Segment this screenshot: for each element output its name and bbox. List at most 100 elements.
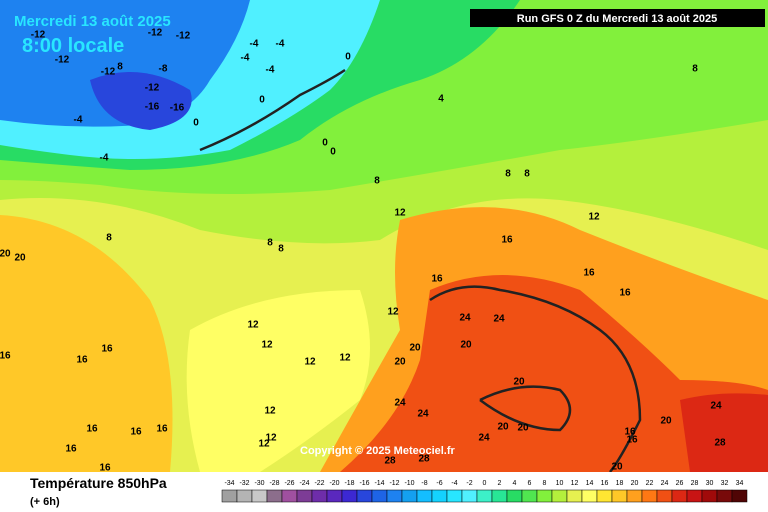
copyright: Copyright © 2025 Meteociel.fr <box>300 445 456 457</box>
contour-label: -8 <box>159 64 168 75</box>
contour-label: 20 <box>513 377 525 388</box>
legend-label: 0 <box>483 480 487 487</box>
contour-label: 28 <box>714 438 726 449</box>
legend-label: 24 <box>661 480 669 487</box>
legend-label: 10 <box>556 480 564 487</box>
contour-label: -4 <box>266 65 275 76</box>
legend-swatch <box>551 489 568 503</box>
legend-label: -8 <box>421 480 427 487</box>
zone-28 <box>680 393 768 472</box>
legend-swatch <box>491 489 508 503</box>
legend-label: -32 <box>239 480 249 487</box>
contour-label: 16 <box>86 424 98 435</box>
contour-label: 16 <box>99 463 111 474</box>
contour-label: 20 <box>460 340 472 351</box>
contour-label: -16 <box>170 103 185 114</box>
contour-label: 20 <box>14 253 26 264</box>
legend-label: 26 <box>676 480 684 487</box>
contour-label: 24 <box>459 313 471 324</box>
contour-label: 12 <box>258 439 270 450</box>
legend-label: -16 <box>359 480 369 487</box>
legend-label: 20 <box>631 480 639 487</box>
run-text: Run GFS 0 Z du Mercredi 13 août 2025 <box>517 13 718 25</box>
contour-label: -12 <box>176 31 191 42</box>
legend: -34 -32 -30 -28 -26 -24 -22 -20 -18 -16 -14 -12 -10-… <box>221 480 748 503</box>
legend-swatch <box>701 489 718 503</box>
contour-label: 8 <box>267 238 273 249</box>
contour-label: 20 <box>517 423 529 434</box>
contour-label: 16 <box>101 344 113 355</box>
legend-label: -26 <box>284 480 294 487</box>
legend-swatch <box>356 489 373 503</box>
contour-label: 8 <box>117 62 123 73</box>
contour-label: 24 <box>394 398 406 409</box>
legend-label: 34 <box>736 480 744 487</box>
legend-swatch <box>686 489 703 503</box>
contour-label: -4 <box>241 53 250 64</box>
contour-label: 20 <box>660 416 672 427</box>
legend-swatch <box>671 489 688 503</box>
contour-label: 16 <box>626 435 638 446</box>
legend-swatch <box>431 489 448 503</box>
contour-label: 0 <box>322 138 328 149</box>
legend-label: -34 <box>224 480 234 487</box>
zone-16 <box>186 290 370 472</box>
contour-label: 12 <box>588 212 600 223</box>
contour-label: 20 <box>497 422 509 433</box>
footer-step: (+ 6h) <box>30 496 60 508</box>
contour-label: 0 <box>345 52 351 63</box>
contour-label: -12 <box>145 83 160 94</box>
legend-swatch <box>521 489 538 503</box>
contour-label: -12 <box>31 30 46 41</box>
legend-label: 6 <box>528 480 532 487</box>
contour-label: 12 <box>387 307 399 318</box>
legend-label: 18 <box>616 480 624 487</box>
contour-label: 16 <box>0 351 11 362</box>
contour-label: 12 <box>247 320 259 331</box>
contour-labels: -12 -12 -12-4 -4-4-40-12-12 8 -8-12-16 -160-4 0… <box>0 28 726 474</box>
legend-label: -4 <box>451 480 457 487</box>
contour-label: 8 <box>524 169 530 180</box>
legend-label: -14 <box>374 480 384 487</box>
legend-label: -12 <box>389 480 399 487</box>
legend-swatch <box>596 489 613 503</box>
legend-label: -18 <box>344 480 354 487</box>
legend-swatch <box>626 489 643 503</box>
legend-label: 8 <box>543 480 547 487</box>
contour-label: 8 <box>374 176 380 187</box>
legend-swatch <box>716 489 733 503</box>
contour-label: -4 <box>74 115 83 126</box>
contour-label: 20 <box>611 462 623 473</box>
contour-label: 24 <box>710 401 722 412</box>
legend-label: -28 <box>269 480 279 487</box>
contour-label: 16 <box>583 268 595 279</box>
legend-label: 30 <box>706 480 714 487</box>
contour-label: 12 <box>264 406 276 417</box>
map-time: 8:00 locale <box>22 35 124 57</box>
legend-label: -6 <box>436 480 442 487</box>
contour-label: 20 <box>0 249 11 260</box>
contour-label: 16 <box>130 427 142 438</box>
contour-label: 12 <box>261 340 273 351</box>
legend-swatch <box>401 489 418 503</box>
contour-label: 16 <box>619 288 631 299</box>
zone-west <box>0 215 173 472</box>
legend-label: -20 <box>329 480 339 487</box>
legend-swatch <box>446 489 463 503</box>
zone-m16 <box>90 72 192 130</box>
contour-label: 4 <box>438 94 444 105</box>
legend-swatch <box>266 489 283 503</box>
legend-swatch <box>506 489 523 503</box>
contour-label: 0 <box>193 118 199 129</box>
contour-label: 12 <box>339 353 351 364</box>
legend-label: -24 <box>299 480 309 487</box>
contour-label: -12 <box>55 55 70 66</box>
contour-label: 0 <box>259 95 265 106</box>
legend-label: 14 <box>586 480 594 487</box>
contour-20 <box>429 285 642 473</box>
legend-label: 28 <box>691 480 699 487</box>
legend-swatch <box>236 489 253 503</box>
contour-label: 16 <box>156 424 168 435</box>
contour-label: 12 <box>265 433 277 444</box>
